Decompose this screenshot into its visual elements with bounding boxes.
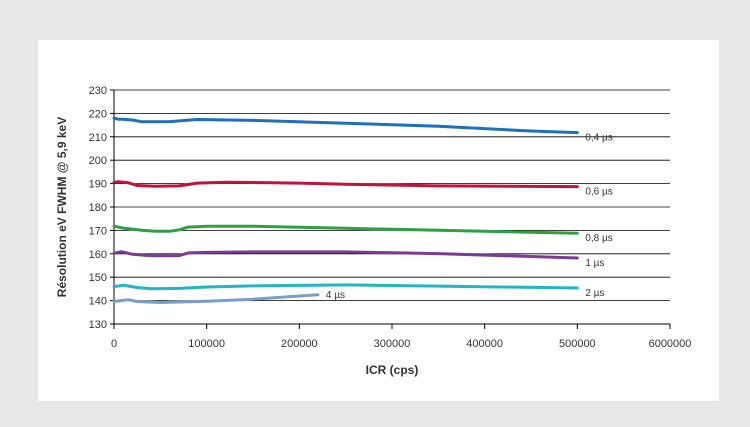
x-tick-label: 300000 [374, 338, 411, 350]
y-tick-label: 190 [89, 179, 107, 191]
series-line [112, 224, 579, 235]
line-chart: 130 140 150 160 170 180 190 200 210 220 230 0 10000… [55, 85, 691, 377]
x-tick-label: 400000 [466, 338, 503, 350]
series-line [112, 283, 579, 291]
x-tick-label: 0 [111, 338, 117, 350]
series-line [112, 293, 320, 304]
chart-card: 130 140 150 160 170 180 190 200 210 220 230 0 10000… [38, 40, 719, 401]
series-label: 0,4 µs [585, 133, 612, 144]
x-axis-ticks: 0 100000 200000 300000 400000 500000 6000000 [111, 324, 691, 350]
series-label: 4 µs [326, 290, 345, 301]
series-line [112, 116, 579, 135]
y-tick-label: 140 [89, 296, 107, 308]
y-tick-label: 160 [89, 249, 107, 261]
y-tick-label: 170 [89, 225, 107, 237]
series-label: 1 µs [585, 258, 604, 269]
y-tick-label: 230 [89, 85, 107, 97]
y-axis-ticks: 130 140 150 160 170 180 190 200 210 220 230 [89, 85, 114, 331]
x-axis-title: ICR (cps) [366, 363, 419, 377]
y-tick-label: 180 [89, 202, 107, 214]
x-tick-label: 200000 [281, 338, 318, 350]
y-tick-label: 200 [89, 155, 107, 167]
series-lines [112, 116, 579, 304]
x-tick-label: 6000000 [649, 338, 692, 350]
x-tick-label: 100000 [188, 338, 225, 350]
series-label: 2 µs [585, 288, 604, 299]
series-label: 0,6 µs [585, 187, 612, 198]
y-axis-title: Résolution eV FWHM @ 5,9 keV [55, 117, 69, 297]
series-label: 0,8 µs [585, 233, 612, 244]
series-line [112, 180, 579, 189]
series-labels: 0,4 µs 0,6 µs 0,8 µs 1 µs 2 µs 4 µs [326, 133, 613, 301]
y-tick-label: 150 [89, 272, 107, 284]
y-tick-label: 210 [89, 132, 107, 144]
x-tick-label: 500000 [559, 338, 596, 350]
series-line [112, 250, 579, 260]
y-tick-label: 130 [89, 319, 107, 331]
y-tick-label: 220 [89, 108, 107, 120]
